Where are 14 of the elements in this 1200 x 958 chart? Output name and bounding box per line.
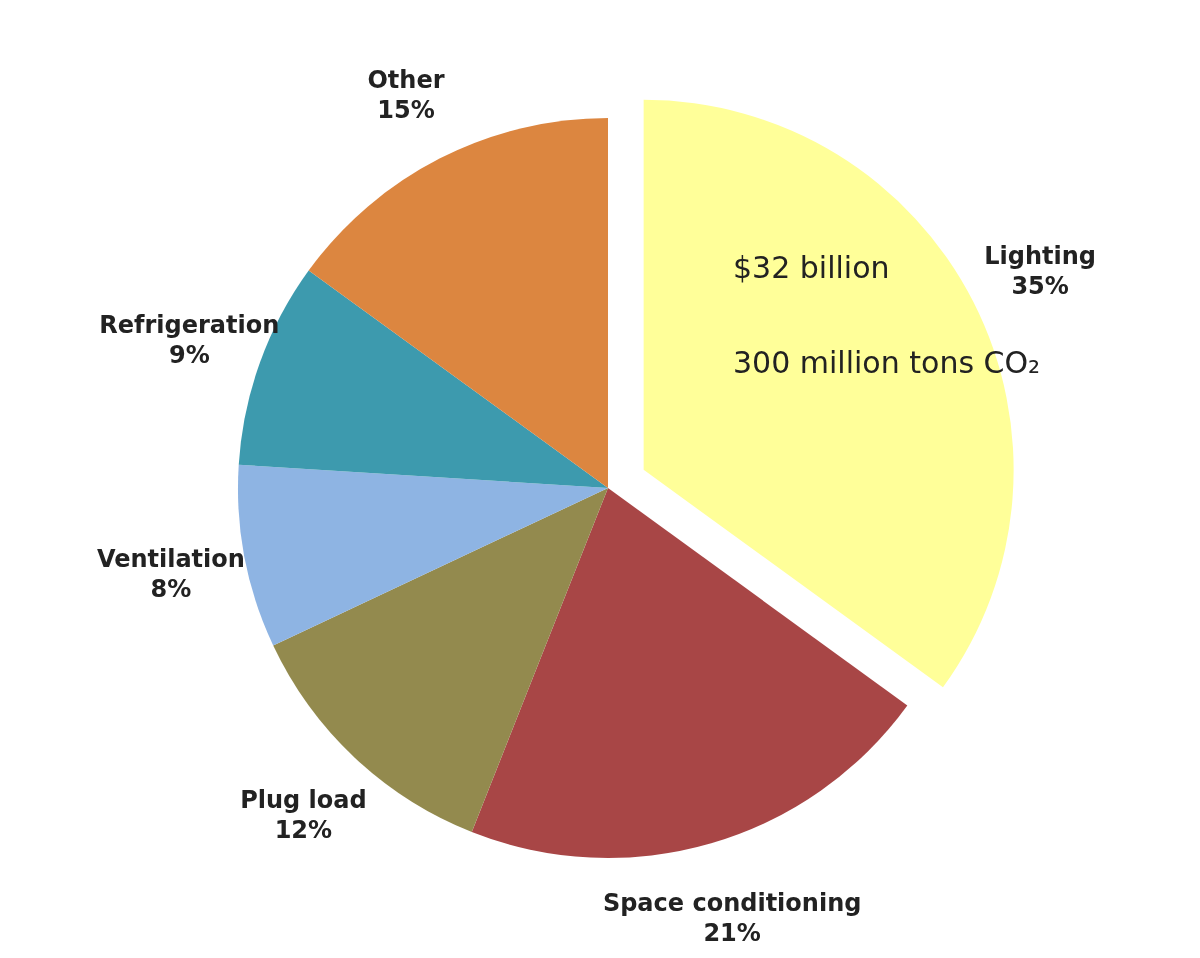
data-label: 21% (703, 919, 761, 948)
slice-label: Lighting (984, 241, 1097, 270)
data-label: 9% (168, 341, 210, 370)
data-label: 12% (274, 816, 333, 845)
text: 300 million tons CO₂ (733, 345, 1041, 380)
slice-label: Other (367, 65, 445, 94)
data-label: 15% (377, 95, 435, 124)
slice-label: Plug load (240, 786, 367, 815)
data-label: 35% (1011, 271, 1069, 300)
slice-label: Ventilation (96, 545, 245, 574)
data-label: 8% (150, 575, 192, 604)
slice-label: Refrigeration (99, 311, 280, 340)
slice-label: Space conditioning (602, 889, 862, 918)
text: $32 billion (733, 250, 890, 285)
